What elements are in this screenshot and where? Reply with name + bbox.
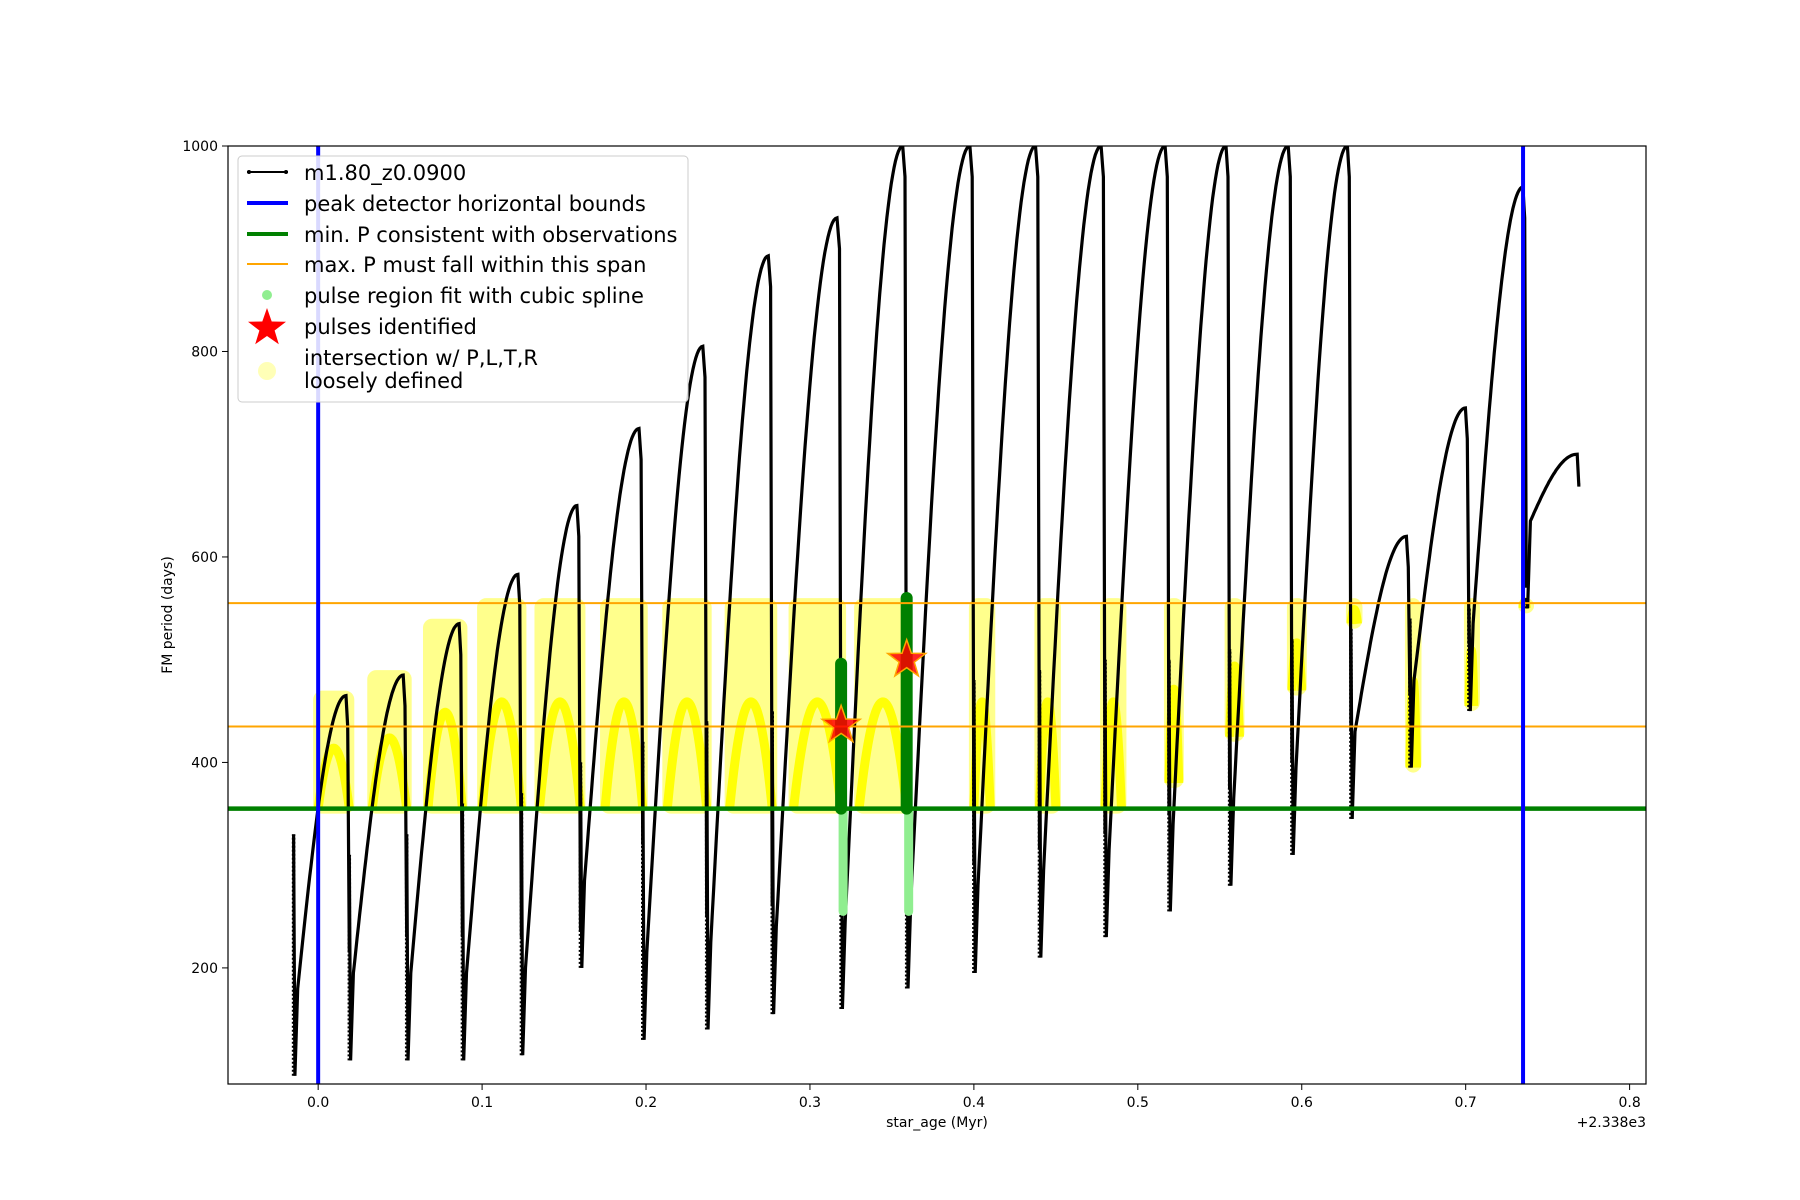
track-loop <box>839 146 909 1010</box>
legend-label: min. P consistent with observations <box>304 223 677 247</box>
y-tick-label: 600 <box>191 550 218 566</box>
y-tick-label: 800 <box>191 344 218 360</box>
x-tick-label: 0.6 <box>1291 1095 1313 1111</box>
legend-label: m1.80_z0.0900 <box>304 161 466 186</box>
x-tick-label: 0.7 <box>1455 1095 1477 1111</box>
track-loop <box>1037 146 1107 958</box>
legend-label-line2: loosely defined <box>304 369 463 393</box>
x-tick-label: 0.1 <box>471 1095 493 1111</box>
y-axis-label: FM period (days) <box>160 556 176 674</box>
legend-label: max. P must fall within this span <box>304 253 646 277</box>
loose-intersection-arc <box>854 697 912 810</box>
legend-swatch-bigdot <box>258 362 276 380</box>
loose-intersection-arc <box>477 697 526 810</box>
loose-intersection-arc <box>969 697 995 809</box>
pulse-identified-star <box>885 637 928 678</box>
loose-intersection-arc <box>662 697 712 810</box>
x-tick-label: 0.4 <box>963 1095 985 1111</box>
legend-swatch-star <box>248 308 286 345</box>
track-loop <box>1167 146 1232 912</box>
pulse-identified-star <box>819 703 863 744</box>
track-loop <box>972 146 1042 974</box>
loose-intersection-arc <box>1100 697 1126 809</box>
track-loop <box>1103 146 1171 938</box>
track-loop <box>1467 185 1528 712</box>
x-tick-label: 0.5 <box>1127 1095 1149 1111</box>
legend-label: intersection w/ P,L,T,R <box>304 346 538 370</box>
track-loop <box>347 673 409 1061</box>
legend-label: pulse region fit with cubic spline <box>304 284 644 308</box>
axis-ticks: 0.0 0.1 0.2 0.3 0.4 0.5 0.6 0.7 0.8 200 400 600 800 1… <box>182 139 1640 1111</box>
loose-intersection-arc <box>534 697 585 810</box>
legend-label: pulses identified <box>304 315 477 339</box>
track-loop <box>641 344 709 1040</box>
legend-swatch-marker <box>284 170 288 174</box>
plot-area <box>228 146 1646 1084</box>
loose-intersection-arc <box>1034 697 1061 809</box>
x-tick-label: 0.8 <box>1618 1095 1640 1111</box>
legend-label: peak detector horizontal bounds <box>304 192 646 216</box>
x-tick-label: 0.2 <box>635 1095 657 1111</box>
y-tick-label: 400 <box>191 755 218 771</box>
track-loop <box>292 693 351 1076</box>
track-loop <box>460 572 523 1061</box>
track-loop <box>1290 146 1353 855</box>
x-axis-label: star_age (Myr) <box>886 1115 988 1131</box>
track-loop <box>519 503 583 1056</box>
track-loop <box>705 253 774 1030</box>
track-loop <box>1228 146 1294 886</box>
legend-swatch-dot <box>262 290 272 300</box>
axes-frame <box>227 145 1647 1085</box>
track-loop <box>770 215 843 1015</box>
track-loop <box>1524 452 1581 609</box>
x-tick-label: 0.0 <box>307 1095 329 1111</box>
y-tick-label: 1000 <box>182 139 218 155</box>
loose-intersection-arc <box>423 708 467 810</box>
loose-intersection-arc <box>725 697 777 810</box>
y-tick-label: 200 <box>191 961 218 977</box>
loose-intersection-arc <box>789 697 846 810</box>
track-loop <box>578 426 645 968</box>
track-loop <box>1408 406 1471 768</box>
track-loop <box>1349 534 1412 819</box>
legend-box <box>237 155 689 403</box>
legend-swatch-marker <box>247 170 251 174</box>
x-tick-label: 0.3 <box>799 1095 821 1111</box>
loose-intersection-arc <box>600 697 648 810</box>
track-loop <box>905 146 976 989</box>
x-axis-offset-label: +2.338e3 <box>1577 1115 1646 1131</box>
